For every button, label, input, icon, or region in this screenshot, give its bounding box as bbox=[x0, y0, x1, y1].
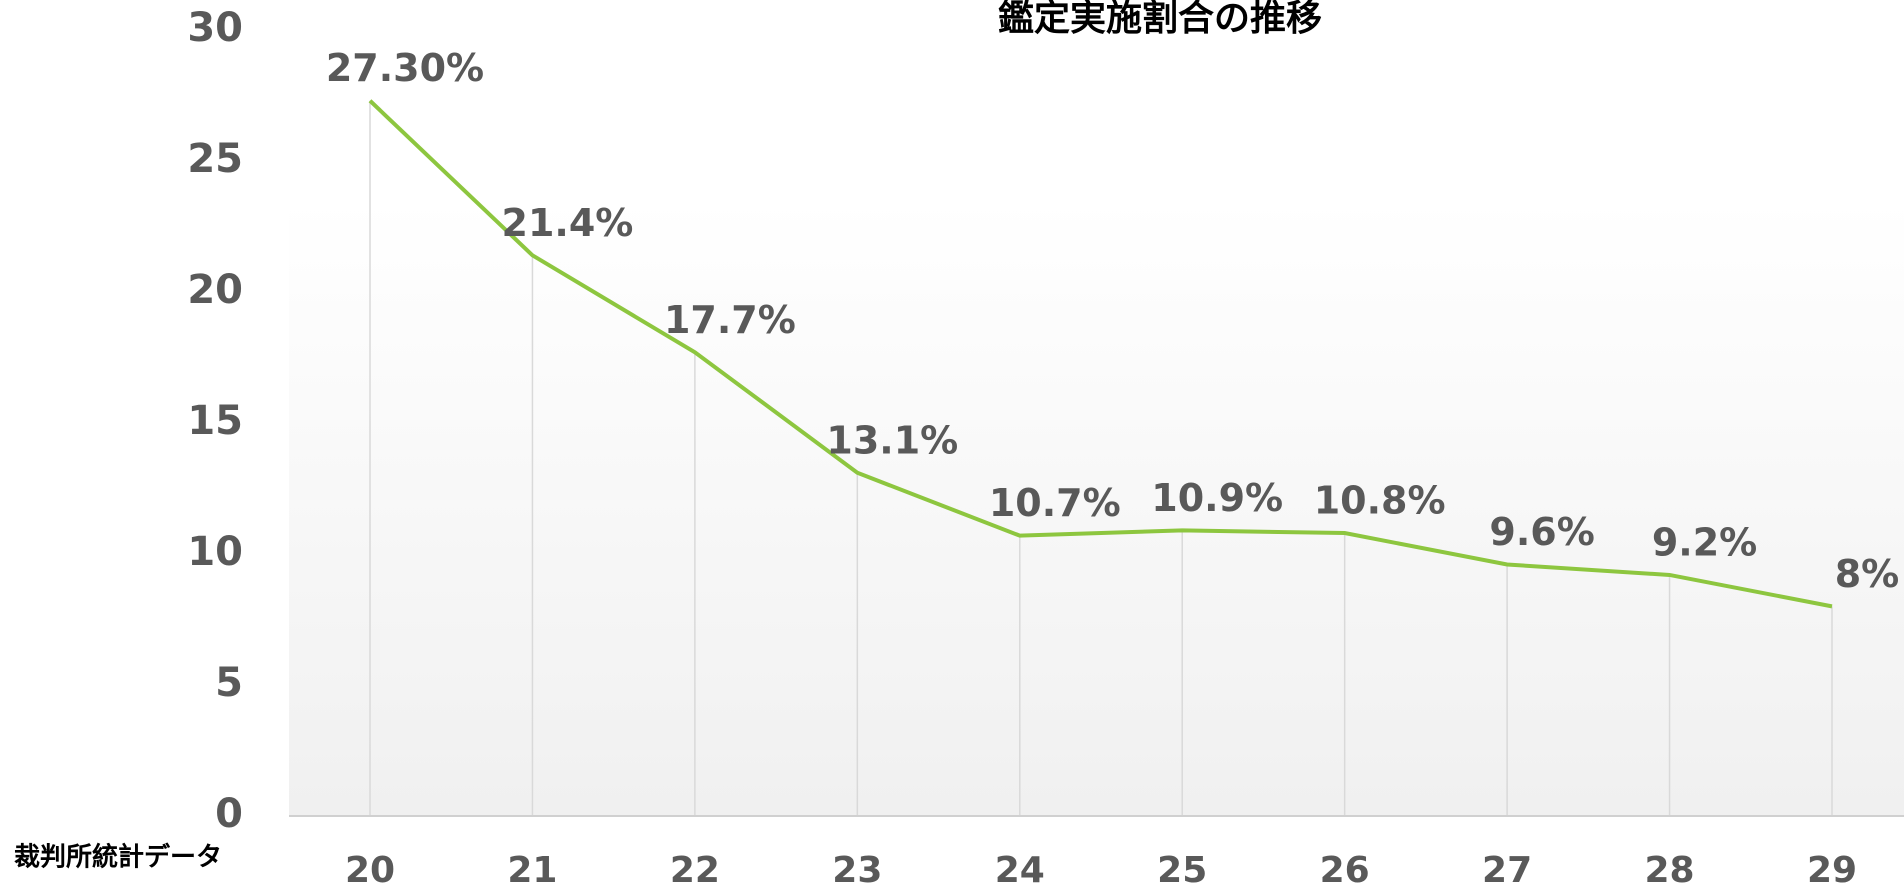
data-label: 10.9% bbox=[1151, 476, 1283, 520]
data-label: 10.8% bbox=[1314, 479, 1446, 523]
data-line bbox=[368, 99, 1833, 609]
data-label: 27.30% bbox=[326, 46, 484, 90]
plot-background bbox=[289, 200, 1904, 816]
annotation: 裁判所統計データ bbox=[14, 842, 222, 873]
chart-title: 鑑定実施割合の推移 bbox=[998, 0, 1322, 39]
y-tick-label: 20 bbox=[187, 267, 243, 313]
x-tick-label: 20 bbox=[345, 850, 395, 886]
y-tick-label: 25 bbox=[187, 136, 243, 182]
data-label: 17.7% bbox=[664, 298, 796, 342]
data-label: 13.1% bbox=[826, 418, 958, 462]
x-tick-label: 27 bbox=[1482, 850, 1532, 886]
x-tick-label: 29 bbox=[1807, 850, 1857, 886]
data-label: 10.7% bbox=[989, 481, 1121, 525]
data-label: 9.2% bbox=[1652, 520, 1757, 564]
x-tick-label: 26 bbox=[1320, 850, 1370, 886]
y-tick-label: 0 bbox=[215, 791, 243, 837]
x-tick-label: 25 bbox=[1157, 850, 1207, 886]
x-tick-label: 21 bbox=[507, 850, 557, 886]
data-label: 21.4% bbox=[502, 201, 634, 245]
y-tick-label: 10 bbox=[187, 529, 243, 575]
x-tick-label: 23 bbox=[832, 850, 882, 886]
x-tick-label: 24 bbox=[995, 850, 1045, 886]
data-label: 9.6% bbox=[1489, 510, 1594, 554]
y-tick-label: 15 bbox=[187, 398, 243, 444]
y-tick-label: 5 bbox=[215, 660, 243, 706]
x-tick-label: 28 bbox=[1645, 850, 1695, 886]
y-tick-label: 30 bbox=[187, 5, 243, 51]
x-tick-label: 22 bbox=[670, 850, 720, 886]
data-label: 8% bbox=[1835, 552, 1900, 596]
